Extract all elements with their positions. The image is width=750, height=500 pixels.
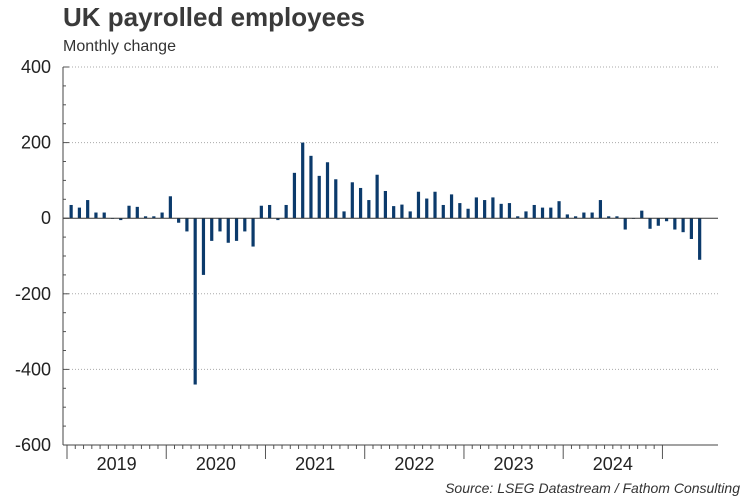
bar (160, 212, 164, 219)
bar (623, 218, 627, 230)
chart-subtitle: Monthly change (63, 38, 176, 55)
bar (86, 200, 90, 219)
bar (598, 200, 603, 219)
bar (574, 216, 578, 219)
bar (698, 218, 702, 260)
bar (516, 216, 520, 219)
bar (499, 203, 503, 219)
bar (607, 216, 611, 219)
bar (557, 201, 561, 219)
bar (77, 207, 82, 219)
y-tick-label: -600 (15, 435, 51, 455)
bar (94, 212, 98, 219)
bar (673, 218, 677, 230)
bar (425, 198, 429, 219)
bar (648, 218, 652, 229)
bar (441, 204, 445, 219)
y-tick-label: -400 (15, 359, 51, 379)
bar (185, 218, 189, 232)
bar (309, 155, 313, 219)
bar (582, 212, 586, 219)
gridlines (63, 66, 718, 446)
bar (177, 218, 181, 223)
bar (689, 218, 693, 239)
bar (102, 212, 106, 219)
bar (375, 174, 379, 219)
bar-series (69, 142, 702, 385)
bar (210, 218, 214, 241)
bar (276, 218, 280, 221)
bar (218, 218, 222, 232)
bar (392, 206, 396, 219)
bar (383, 190, 387, 219)
bar (301, 142, 305, 219)
bar (342, 211, 346, 219)
bar (540, 207, 545, 219)
x-tick-label: 2019 (97, 454, 137, 474)
bar (507, 203, 512, 219)
bar (483, 200, 487, 219)
bar (615, 216, 619, 219)
y-tick-label: 400 (21, 57, 51, 77)
bar (532, 204, 536, 219)
bar (350, 182, 354, 219)
bar (590, 212, 594, 219)
x-tick-label: 2021 (295, 454, 335, 474)
bar (226, 218, 230, 243)
source-note: Source: LSEG Datastream / Fathom Consult… (445, 480, 740, 496)
bar (491, 197, 495, 219)
bar (656, 218, 660, 226)
bar (408, 211, 412, 219)
axis-labels: -600 -400 -200 0 200 400 2019 2020 2021 2022 2023 2… (15, 57, 633, 474)
bar (135, 206, 139, 219)
axes (62, 67, 718, 446)
y-axis-ticks (63, 66, 663, 459)
bar (664, 218, 669, 222)
bar (474, 197, 478, 219)
bar (317, 175, 321, 219)
bar (234, 218, 239, 241)
bar (449, 194, 454, 219)
bar (640, 210, 644, 219)
bar (367, 200, 371, 219)
y-tick-label: 0 (41, 208, 51, 228)
bar (466, 208, 470, 219)
x-tick-label: 2022 (394, 454, 434, 474)
bar (119, 218, 123, 221)
bar (201, 218, 206, 275)
bar (681, 218, 685, 233)
bar (284, 204, 288, 219)
bar (259, 205, 263, 219)
bar (549, 207, 553, 219)
bar (292, 172, 297, 219)
bar (127, 205, 131, 219)
bar (69, 204, 73, 219)
bar (433, 191, 437, 219)
y-tick-label: -200 (15, 284, 51, 304)
bar (400, 204, 404, 219)
x-tick-label: 2023 (494, 454, 534, 474)
bar (193, 218, 197, 385)
bar (458, 203, 462, 219)
chart-title: UK payrolled employees (63, 2, 365, 32)
bar (565, 214, 569, 219)
bar (143, 216, 148, 219)
bar (524, 211, 528, 219)
bar (358, 187, 363, 219)
x-tick-label: 2024 (593, 454, 633, 474)
bar (416, 191, 421, 219)
bar (152, 216, 156, 219)
bar (168, 196, 172, 219)
bar (268, 204, 272, 219)
bar (243, 218, 247, 232)
x-tick-label: 2020 (196, 454, 236, 474)
bar (334, 179, 338, 219)
y-tick-label: 200 (21, 133, 51, 153)
bar (251, 218, 255, 247)
bar (325, 162, 330, 219)
